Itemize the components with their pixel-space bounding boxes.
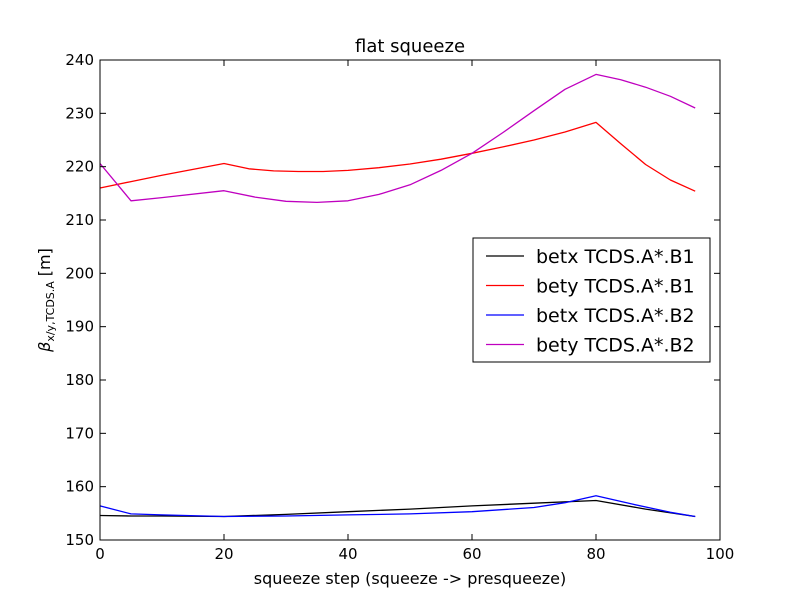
y-tick-label: 200 bbox=[65, 264, 94, 282]
legend-label: bety TCDS.A*.B2 bbox=[536, 335, 695, 357]
y-axis-label-subscript: x/y,TCDS.A bbox=[44, 281, 57, 342]
y-tick-label: 150 bbox=[65, 531, 94, 549]
legend: betx TCDS.A*.B1 bety TCDS.A*.B1 betx TCDS.… bbox=[472, 237, 711, 363]
x-tick-label: 40 bbox=[338, 545, 357, 563]
series-layer bbox=[99, 73, 696, 518]
x-tick-label: 20 bbox=[214, 545, 233, 563]
x-tick-label: 100 bbox=[706, 545, 735, 563]
x-tick-label: 0 bbox=[95, 545, 105, 563]
x-tick-label: 60 bbox=[462, 545, 481, 563]
y-axis: 150 160 170 180 190 200 210 220 230 240 bbox=[65, 51, 720, 549]
x-axis-label: squeeze step (squeeze -> presqueeze) bbox=[254, 569, 567, 588]
chart-title: flat squeeze bbox=[355, 36, 465, 57]
legend-label: bety TCDS.A*.B1 bbox=[536, 276, 695, 298]
series-line-3 bbox=[99, 495, 696, 518]
y-axis-label-symbol: β bbox=[35, 342, 54, 353]
plot-frame bbox=[99, 59, 721, 541]
legend-label: betx TCDS.A*.B2 bbox=[536, 305, 695, 327]
y-tick-label: 190 bbox=[65, 318, 94, 336]
x-axis: 0 20 40 60 80 100 bbox=[95, 60, 734, 563]
y-tick-label: 210 bbox=[65, 211, 94, 229]
series-line-4 bbox=[99, 73, 696, 204]
series-line-2 bbox=[99, 121, 696, 192]
legend-box bbox=[472, 237, 711, 363]
x-tick-label: 80 bbox=[586, 545, 605, 563]
legend-label: betx TCDS.A*.B1 bbox=[536, 246, 695, 268]
y-tick-label: 170 bbox=[65, 424, 94, 442]
y-tick-label: 180 bbox=[65, 371, 94, 389]
y-axis-label: βx/y,TCDS.A [m] bbox=[35, 248, 57, 353]
y-axis-label-unit: [m] bbox=[35, 248, 54, 276]
series-line-1 bbox=[99, 499, 696, 518]
y-tick-label: 230 bbox=[65, 104, 94, 122]
y-tick-label: 240 bbox=[65, 51, 94, 69]
y-tick-label: 220 bbox=[65, 158, 94, 176]
y-tick-label: 160 bbox=[65, 478, 94, 496]
